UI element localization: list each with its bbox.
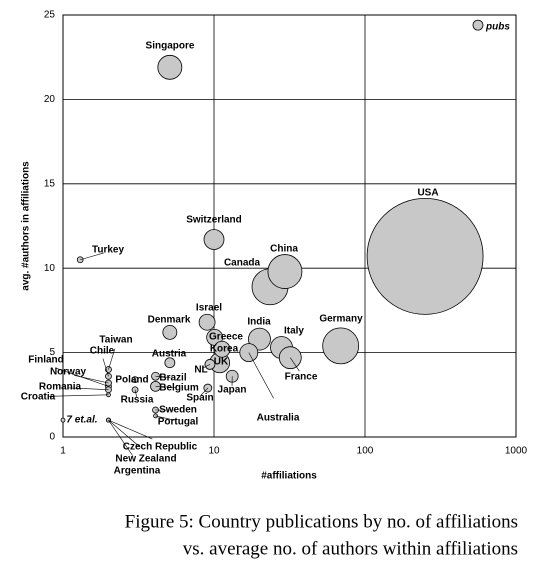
bubble xyxy=(213,340,231,358)
bubble xyxy=(366,197,484,315)
bubble xyxy=(322,327,360,365)
bubble-label: Denmark xyxy=(148,315,191,326)
leader-line xyxy=(108,419,141,448)
bubble-label: Germany xyxy=(319,314,363,325)
leader-line xyxy=(155,375,171,378)
bubble xyxy=(60,417,66,423)
leader-line xyxy=(67,387,109,391)
bubble-label: Chile xyxy=(90,346,115,357)
bubble-label: New Zealand xyxy=(115,454,176,465)
leader-line xyxy=(102,358,109,377)
leader-line xyxy=(155,386,176,388)
leader-line xyxy=(248,352,274,399)
bubble-label: Brazil xyxy=(159,373,186,384)
bubble-label: Spain xyxy=(186,393,213,404)
bubble-label: India xyxy=(247,317,271,328)
bubble-label: Finland xyxy=(28,355,64,366)
y-tick-label: 25 xyxy=(44,10,56,21)
bubble xyxy=(472,19,484,31)
bubble-label: Romania xyxy=(39,382,82,393)
bubble-label: Austria xyxy=(152,349,187,360)
bubble-label: pubs xyxy=(485,22,510,33)
bubble xyxy=(157,54,183,80)
x-tick-label: 100 xyxy=(357,446,374,457)
bubble xyxy=(203,229,225,250)
leader-line xyxy=(80,252,104,261)
bubble-label: USA xyxy=(417,188,438,199)
bubble-label: UK xyxy=(214,357,229,368)
bubble-label: Portugal xyxy=(158,417,199,428)
leader-line xyxy=(202,364,211,369)
bubble xyxy=(198,313,216,331)
bubble-label: 7 et.al. xyxy=(66,415,97,426)
bubble-label: Poland xyxy=(115,375,148,386)
plot-frame xyxy=(62,14,517,438)
leader-line xyxy=(108,419,133,456)
bubble-label: Israel xyxy=(196,303,222,314)
leader-line xyxy=(48,394,109,397)
y-tick-label: 10 xyxy=(44,263,56,274)
bubble-label: Sweden xyxy=(159,405,197,416)
caption-line: Figure 5: Country publications by no. of… xyxy=(125,511,518,532)
bubble-label: Singapore xyxy=(146,41,195,52)
x-tick-label: 1000 xyxy=(505,446,528,457)
bubble-label: Greece xyxy=(209,332,243,343)
bubble-label: Norway xyxy=(50,367,87,378)
leader-line xyxy=(108,419,153,440)
leader-line xyxy=(290,357,300,372)
leader-line xyxy=(108,348,116,370)
bubble-label: Italy xyxy=(284,326,304,337)
x-tick-label: 10 xyxy=(208,446,220,457)
leader-line xyxy=(200,387,209,396)
bubble-label: NL xyxy=(194,365,207,376)
bubble xyxy=(248,327,271,351)
bubble-label: France xyxy=(285,372,318,383)
y-axis-label: avg. #authors in affiliations xyxy=(21,161,32,291)
leader-line xyxy=(74,375,109,384)
x-tick-label: 1 xyxy=(60,446,66,457)
bubble-label: China xyxy=(270,244,298,255)
bubble-label: Canada xyxy=(224,258,261,269)
bubble-label: Korea xyxy=(210,344,239,355)
bubble xyxy=(164,357,176,369)
x-axis-label: #affiliations xyxy=(261,471,317,482)
bubble-label: Japan xyxy=(218,385,247,396)
bubble xyxy=(267,254,303,289)
bubble-label: Croatia xyxy=(21,392,56,403)
bubble-label: Australia xyxy=(257,413,300,424)
bubble-label: Taiwan xyxy=(99,335,132,346)
bubble xyxy=(162,324,178,340)
y-tick-label: 5 xyxy=(49,347,55,358)
bubble-label: Czech Republic xyxy=(123,442,198,453)
bubble-label: Belgium xyxy=(159,383,199,394)
bubble-label: Argentina xyxy=(114,466,161,477)
bubble-label: Russia xyxy=(121,395,154,406)
caption-line: vs. average no. of authors within affili… xyxy=(183,538,518,559)
bubble-label: Switzerland xyxy=(186,215,242,226)
leader-line xyxy=(134,389,137,397)
y-tick-label: 20 xyxy=(44,94,56,105)
y-tick-label: 0 xyxy=(49,432,55,443)
y-tick-label: 15 xyxy=(44,178,56,189)
leader-line xyxy=(155,415,175,421)
bubble-label: Turkey xyxy=(92,245,124,256)
